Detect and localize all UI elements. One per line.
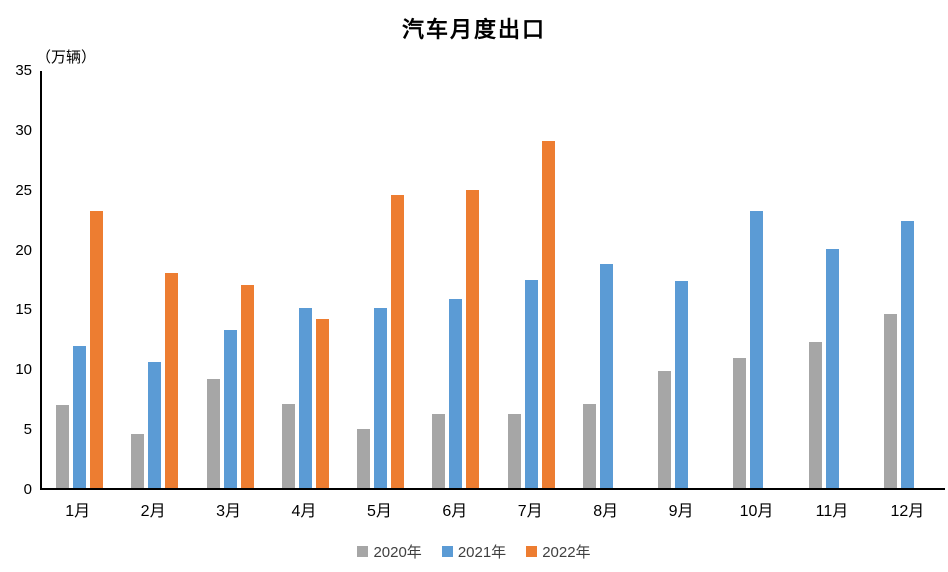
x-tick-label: 1月 bbox=[65, 503, 91, 520]
bar-group bbox=[870, 71, 945, 488]
bar-2021年-11月 bbox=[825, 248, 839, 488]
legend-swatch-icon bbox=[526, 546, 538, 557]
x-tick-label: 3月 bbox=[216, 503, 241, 520]
y-tick-label: 30 bbox=[15, 121, 32, 139]
y-tick-label: 0 bbox=[23, 481, 32, 498]
bar-2021年-9月 bbox=[675, 280, 689, 488]
bar-2022年-7月 bbox=[541, 140, 555, 488]
bar-2020年-11月 bbox=[808, 341, 822, 488]
bar-2022年-5月 bbox=[391, 194, 405, 488]
y-tick-label: 15 bbox=[15, 301, 32, 319]
legend-item-2021年: 2021年 bbox=[441, 541, 507, 562]
bar-2020年-10月 bbox=[733, 357, 747, 488]
bar-2021年-12月 bbox=[900, 221, 914, 488]
bar-2021年-5月 bbox=[374, 308, 388, 488]
y-tick-label: 35 bbox=[15, 62, 32, 79]
bar-2021年-10月 bbox=[750, 211, 764, 488]
legend-item-2022年: 2022年 bbox=[526, 541, 591, 562]
x-tick-label: 4月 bbox=[291, 503, 317, 520]
y-tick-label: 10 bbox=[15, 361, 32, 379]
legend-label: 2021年 bbox=[457, 544, 507, 561]
x-tick-label: 7月 bbox=[517, 503, 543, 520]
bar-groups bbox=[42, 71, 945, 488]
x-tick-label: 12月 bbox=[890, 503, 925, 520]
bar-group bbox=[117, 71, 192, 488]
bar-2020年-1月 bbox=[56, 405, 70, 488]
bar-2022年-1月 bbox=[90, 211, 104, 488]
bar-2020年-5月 bbox=[357, 429, 371, 488]
bar-2020年-4月 bbox=[281, 404, 295, 488]
bar-group bbox=[795, 71, 870, 488]
chart-title: 汽车月度出口 bbox=[401, 17, 546, 42]
bar-2020年-6月 bbox=[432, 413, 446, 488]
x-tick-label: 8月 bbox=[593, 503, 619, 520]
x-axis-labels: 1月 2月 3月 4月 5月 6月 7月 8月 9月 10月 11月 12月 bbox=[40, 497, 945, 521]
x-tick-label: 9月 bbox=[668, 503, 694, 520]
bar-group bbox=[42, 71, 117, 488]
bar-group bbox=[494, 71, 569, 488]
y-tick-label: 20 bbox=[15, 241, 32, 259]
bar-2021年-3月 bbox=[223, 329, 237, 488]
bar-2020年-7月 bbox=[507, 413, 521, 488]
x-tick-label: 6月 bbox=[442, 503, 468, 520]
legend-item-2020年: 2020年 bbox=[357, 541, 422, 562]
bar-2020年-8月 bbox=[582, 404, 596, 488]
bar-group bbox=[418, 71, 493, 488]
bar-2022年-2月 bbox=[165, 272, 179, 488]
bar-2022年-4月 bbox=[315, 319, 329, 488]
y-tick-label: 5 bbox=[23, 421, 32, 439]
plot-area bbox=[40, 71, 945, 490]
x-tick-label: 2月 bbox=[140, 503, 166, 520]
legend-label: 2020年 bbox=[373, 544, 422, 561]
bar-2022年-3月 bbox=[240, 284, 254, 488]
y-axis-unit-label: （万辆） bbox=[36, 49, 97, 66]
legend-swatch-icon bbox=[441, 546, 453, 557]
bar-2022年-6月 bbox=[466, 189, 480, 488]
bar-2021年-8月 bbox=[599, 264, 613, 488]
bar-group bbox=[193, 71, 268, 488]
bar-group bbox=[644, 71, 719, 488]
bar-group bbox=[343, 71, 418, 488]
y-tick-label: 25 bbox=[15, 181, 32, 199]
bar-2021年-7月 bbox=[524, 279, 538, 488]
bar-group bbox=[719, 71, 794, 488]
legend-swatch-icon bbox=[357, 546, 369, 557]
bar-2020年-2月 bbox=[131, 434, 145, 488]
bar-2020年-12月 bbox=[883, 314, 897, 488]
bar-2020年-9月 bbox=[658, 370, 672, 488]
x-tick-label: 10月 bbox=[739, 503, 774, 520]
bar-2020年-3月 bbox=[206, 379, 220, 488]
bar-2021年-2月 bbox=[148, 362, 162, 488]
legend-label: 2022年 bbox=[542, 544, 591, 561]
bar-group bbox=[569, 71, 644, 488]
x-tick-label: 11月 bbox=[815, 503, 849, 520]
legend: 2020年 2021年 2022年 bbox=[0, 541, 948, 562]
x-tick-label: 5月 bbox=[366, 503, 392, 520]
bar-2021年-1月 bbox=[73, 345, 87, 488]
bar-2021年-4月 bbox=[298, 308, 312, 488]
bar-2021年-6月 bbox=[449, 298, 463, 488]
bar-group bbox=[268, 71, 343, 488]
